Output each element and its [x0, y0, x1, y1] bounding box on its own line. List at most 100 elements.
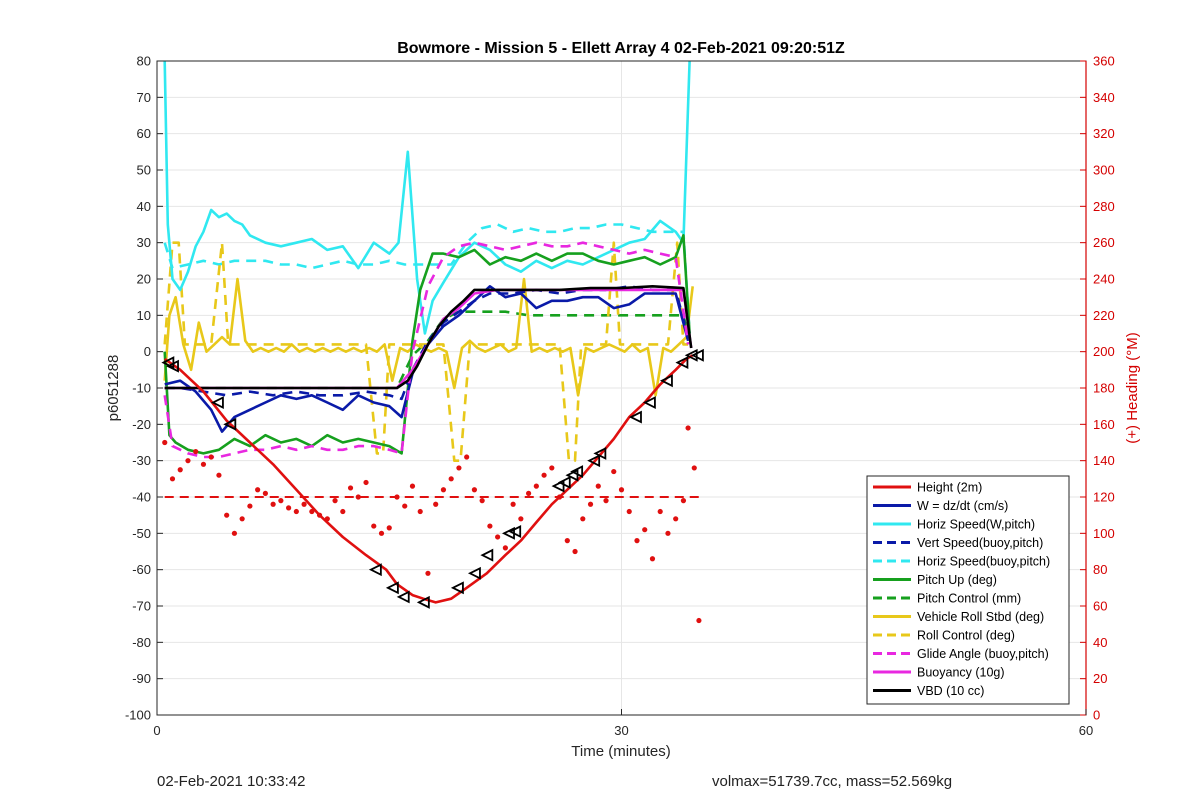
x-tick-label: 0: [153, 723, 160, 738]
heading-point: [587, 501, 594, 507]
heading-point: [533, 483, 539, 489]
footer-vehicle-info: volmax=51739.7cc, mass=52.569kg: [712, 773, 953, 790]
legend-label: Pitch Control (mm): [917, 592, 1021, 606]
heading-point: [247, 503, 253, 509]
heading-point: [394, 494, 400, 500]
heading-point: [611, 468, 617, 475]
marker-point: [675, 356, 689, 370]
heading-point: [549, 465, 555, 471]
heading-point: [231, 530, 238, 536]
heading-point: [340, 508, 346, 515]
heading-point: [572, 548, 578, 555]
heading-point: [309, 508, 315, 515]
y2-tick-label: 120: [1093, 490, 1115, 505]
heading-point: [433, 501, 439, 507]
marker-point: [684, 348, 698, 362]
heading-point: [479, 498, 485, 504]
footer-timestamp: 02-Feb-2021 10:33:42: [157, 773, 306, 790]
data-layer: [161, 60, 704, 624]
marker-point: [385, 581, 399, 595]
marker-point: [593, 446, 607, 460]
heading-point: [293, 508, 299, 515]
heading-point: [270, 501, 276, 507]
series-line-5: [163, 234, 691, 455]
series-line-3: [164, 285, 690, 401]
legend-label: Pitch Up (deg): [917, 573, 997, 587]
heading-point: [417, 508, 423, 515]
heading-point: [262, 490, 268, 496]
marker-point: [480, 548, 494, 562]
heading-point: [363, 479, 369, 486]
legend-box: [866, 475, 1070, 705]
heading-point: [347, 485, 354, 491]
y2-tick-label: 140: [1093, 453, 1115, 468]
heading-point: [665, 530, 671, 536]
marker-point: [551, 479, 565, 493]
marker-point: [642, 396, 656, 409]
heading-point: [386, 525, 392, 531]
heading-point: [255, 487, 261, 493]
heading-point: [355, 494, 361, 500]
heading-point: [673, 516, 679, 522]
heading-point: [208, 454, 214, 460]
y-tick-label: -100: [125, 708, 151, 723]
heading-point: [448, 476, 454, 482]
marker-point: [223, 417, 237, 431]
y-tick-label: 70: [137, 90, 151, 105]
heading-point: [402, 503, 408, 509]
heading-point: [696, 617, 702, 624]
heading-point: [471, 487, 478, 493]
heading-point: [487, 523, 493, 529]
y-tick-label: -20: [132, 417, 151, 432]
y-tick-label: -50: [132, 526, 151, 541]
series-line-9: [163, 241, 690, 459]
series-line-7: [163, 277, 694, 397]
heading-point: [456, 465, 462, 471]
y2-tick-label: 220: [1093, 308, 1115, 323]
x-tick-label: 30: [614, 723, 628, 738]
legend-label: VBD (10 cc): [917, 684, 984, 698]
heading-point: [580, 516, 586, 522]
y2-tick-label: 40: [1093, 635, 1107, 650]
heading-point: [162, 439, 168, 446]
marker-point: [587, 454, 601, 468]
heading-point: [440, 487, 447, 493]
y2-tick-label: 0: [1093, 708, 1100, 723]
marker-point: [570, 465, 584, 479]
y2-tick-label: 280: [1093, 199, 1115, 214]
heading-point: [409, 483, 416, 489]
marker-point: [396, 590, 410, 604]
y2-axis-label: (+) Heading (°M): [1124, 332, 1141, 443]
heading-point: [200, 461, 207, 467]
heading-point: [564, 538, 570, 544]
heading-point: [626, 508, 632, 515]
chart-title: Bowmore - Mission 5 - Ellett Array 4 02-…: [397, 40, 845, 57]
y2-tick-label: 320: [1093, 126, 1115, 141]
y-tick-label: 50: [137, 163, 151, 178]
y2-tick-label: 200: [1093, 344, 1115, 359]
y-tick-label: -90: [132, 671, 151, 686]
marker-point: [628, 410, 642, 424]
y-tick-label: 20: [137, 272, 151, 287]
heading-point: [541, 472, 547, 478]
legend-label: Height (2m): [917, 481, 982, 495]
heading-point: [603, 498, 609, 504]
heading-point: [556, 494, 563, 500]
legend-label: Vehicle Roll Stbd (deg): [917, 610, 1044, 624]
heading-point: [378, 530, 385, 536]
x-axis-label: Time (minutes): [571, 743, 670, 760]
marker-point: [659, 374, 673, 388]
y2-tick-label: 100: [1093, 526, 1115, 541]
y-tick-label: -80: [132, 635, 151, 650]
y2-tick-label: 300: [1093, 163, 1115, 178]
heading-point: [634, 538, 640, 544]
legend-label: Buoyancy (10g): [917, 666, 1005, 680]
marker-point: [557, 476, 571, 489]
series-line-0: [163, 354, 694, 604]
legend-label: Horiz Speed(W,pitch): [917, 518, 1035, 532]
y2-tick-label: 20: [1093, 671, 1107, 686]
heading-point: [642, 527, 648, 533]
heading-point: [657, 508, 663, 515]
heading-point: [510, 501, 516, 507]
